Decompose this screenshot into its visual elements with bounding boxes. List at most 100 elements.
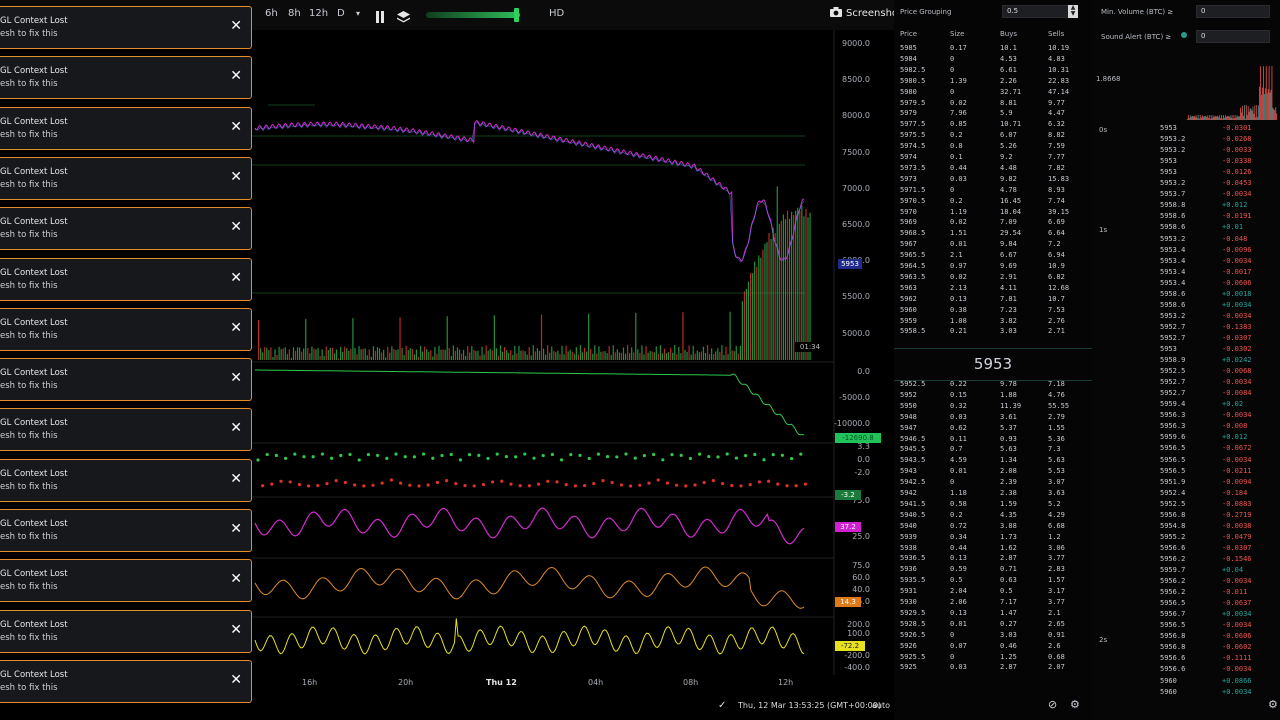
check-icon[interactable]: ✓ [718,700,727,711]
orderbook-row[interactable]: 5963.5 0.02 2.91 6.82 [900,273,1075,284]
orderbook-row[interactable]: 5962 0.13 7.81 10.7 [900,295,1075,306]
orderbook-row[interactable]: 5970 1.19 18.04 39.15 [900,208,1075,219]
timeframe-8h[interactable]: 8h [288,8,301,19]
orderbook-row[interactable]: 5952.5 0.22 9.78 7.18 [900,380,1075,391]
orderbook-row[interactable]: 5940.5 0.2 4.35 4.29 [900,511,1075,522]
orderbook-row[interactable]: 5947 0.62 5.37 1.55 [900,424,1075,435]
volume-bar [520,350,522,360]
orderbook-row[interactable]: 5942.5 0 2.39 3.07 [900,478,1075,489]
volume-slider-handle[interactable] [514,8,519,22]
orderbook-row[interactable]: 5952 0.15 1.88 4.76 [900,391,1075,402]
orderbook-row[interactable]: 5943 0.01 2.08 5.53 [900,467,1075,478]
stepper-icon[interactable]: ▲ ▼ [1068,5,1078,18]
orderbook-row[interactable]: 5977.5 0.85 10.71 6.32 [900,120,1075,131]
orderbook-row[interactable]: 5973 0.03 9.82 15.83 [900,175,1075,186]
orderbook-row[interactable]: 5936 0.59 0.71 2.83 [900,565,1075,576]
volume-slider-track[interactable] [426,12,520,18]
camera-icon [830,7,842,20]
gear-icon[interactable]: ⚙ [1070,698,1080,711]
orderbook-row[interactable]: 5929.5 0.13 1.47 2.1 [900,609,1075,620]
orderbook-row[interactable]: 5979 7.96 5.9 4.47 [900,109,1075,120]
close-icon[interactable]: ✕ [230,370,242,387]
orderbook-row[interactable]: 5967 0.01 9.84 7.2 [900,240,1075,251]
pause-icon[interactable] [376,8,385,23]
orderbook-row[interactable]: 5945.5 0.7 5.63 7.3 [900,445,1075,456]
close-icon[interactable]: ✕ [230,168,242,185]
orderbook-row[interactable]: 5971.5 0 4.78 8.93 [900,186,1075,197]
screenshot-button[interactable]: Screenshot [830,7,902,20]
orderbook-row[interactable]: 5969 0.02 7.09 6.69 [900,218,1075,229]
close-icon[interactable]: ✕ [230,521,242,537]
orderbook-row[interactable]: 5979.5 0.02 8.81 9.77 [900,99,1075,110]
orderbook-row[interactable]: 5963 2.13 4.11 12.68 [900,284,1075,295]
orderbook-row[interactable]: 5926 0.07 0.46 2.6 [900,642,1075,653]
hd-toggle[interactable]: HD [549,8,565,19]
timeframe-12h[interactable]: 12h [309,8,329,19]
orderbook-row[interactable]: 5950 0.32 11.39 55.55 [900,402,1075,413]
close-icon[interactable]: ✕ [230,68,242,85]
orderbook-row[interactable]: 5980.5 1.39 2.26 22.83 [900,77,1075,88]
orderbook-row[interactable]: 5968.5 1.51 29.54 6.64 [900,229,1075,240]
min-volume-input[interactable]: 0 [1196,5,1270,18]
orderbook-row[interactable]: 5942 1.18 2.38 3.63 [900,489,1075,500]
close-icon[interactable]: ✕ [230,571,242,588]
orderbook-row[interactable]: 5974 0.1 9.2 7.77 [900,153,1075,164]
orderbook-row[interactable]: 5940 0.72 3.88 6.68 [900,522,1075,533]
timeframe-6h[interactable]: 6h [265,8,278,19]
close-icon[interactable]: ✕ [230,18,242,34]
orderbook-row[interactable]: 5941.5 0.58 1.59 5.2 [900,500,1075,511]
orderbook-row[interactable]: 5965.5 2.1 6.67 6.94 [900,251,1075,262]
price-grouping-input[interactable]: 0.5 [1002,5,1078,18]
orderbook-row[interactable]: 5982.5 0 6.61 10.31 [900,66,1075,77]
orderbook-row[interactable]: 5926.5 0 3.03 0.91 [900,631,1075,642]
price-axis[interactable]: 9000.08500.08000.07500.07000.06500.06000… [834,30,870,720]
close-icon[interactable]: ✕ [230,470,242,487]
close-icon[interactable]: ✕ [230,118,242,135]
trade-size: +0.0034 [1222,300,1252,309]
orderbook-row[interactable]: 5936.5 0.13 2.87 3.77 [900,554,1075,565]
orderbook-row[interactable]: 5964.5 0.97 9.69 10.9 [900,262,1075,273]
orderbook-row[interactable]: 5960 0.38 7.23 7.53 [900,306,1075,317]
chart-area[interactable]: 9000.08500.08000.07500.07000.06500.06000… [0,6,894,720]
scale-mode-toggle[interactable]: auto [872,701,891,710]
orderbook-row[interactable]: 5928.5 0.01 0.27 2.65 [900,620,1075,631]
close-icon[interactable]: ✕ [230,219,242,236]
close-icon[interactable]: ✕ [230,621,242,638]
orderbook-row[interactable]: 5985 0.17 10.1 10.19 [900,44,1075,55]
volume-bar [743,291,746,360]
timeframe-dropdown-icon[interactable]: ▾ [356,9,361,18]
close-icon[interactable]: ✕ [230,671,242,688]
row-sells: 39.15 [1048,207,1070,216]
orderbook-row[interactable]: 5975.5 0.2 6.07 8.82 [900,131,1075,142]
close-icon[interactable]: ✕ [230,269,242,286]
orderbook-row[interactable]: 5959 1.08 3.82 2.76 [900,317,1075,328]
sound-alert-input[interactable]: 0 [1196,30,1270,43]
orderbook-row[interactable]: 5931 2.04 0.5 3.17 [900,587,1075,598]
filter-icon[interactable]: ⊘ [1048,698,1058,711]
price-chart[interactable] [0,30,894,720]
orderbook-row[interactable]: 5938 0.44 1.62 3.06 [900,544,1075,555]
orderbook-row[interactable]: 5980 0 32.71 47.14 [900,88,1075,99]
orderbook-row[interactable]: 5935.5 0.5 0.63 1.57 [900,576,1075,587]
orderbook-row[interactable]: 5970.5 0.2 16.45 7.74 [900,197,1075,208]
orderbook-row[interactable]: 5946.5 0.11 0.93 5.36 [900,435,1075,446]
close-icon[interactable]: ✕ [230,420,242,437]
volume-bar [454,350,456,360]
gear-icon[interactable]: ⚙ [1268,698,1278,711]
orderbook-row[interactable]: 5958.5 0.21 3.03 2.71 [900,327,1075,338]
layers-icon[interactable] [397,8,410,23]
timeframe-d[interactable]: D [337,8,345,19]
orderbook-row[interactable]: 5925 0.03 2.87 2.07 [900,663,1075,674]
close-icon[interactable]: ✕ [230,319,242,336]
orderbook-row[interactable]: 5930 2.06 7.17 3.77 [900,598,1075,609]
sound-icon[interactable] [1181,32,1187,38]
orderbook-row[interactable]: 5943.5 4.59 1.34 5.63 [900,456,1075,467]
trade-price: 5953.4 [1160,267,1186,276]
trade-size: -0.0034 [1222,455,1252,464]
orderbook-row[interactable]: 5925.5 0 1.25 0.68 [900,653,1075,664]
orderbook-row[interactable]: 5974.5 0.8 5.26 7.59 [900,142,1075,153]
orderbook-row[interactable]: 5984 0 4.53 4.83 [900,55,1075,66]
orderbook-row[interactable]: 5948 0.03 3.61 2.79 [900,413,1075,424]
orderbook-row[interactable]: 5939 0.34 1.73 1.2 [900,533,1075,544]
orderbook-row[interactable]: 5973.5 0.44 4.48 7.82 [900,164,1075,175]
